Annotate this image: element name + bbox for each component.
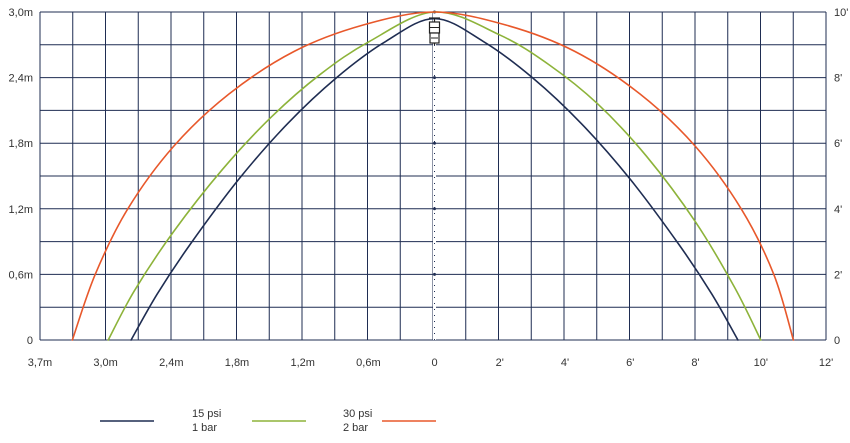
right-y-tick-label: 6'	[834, 138, 842, 150]
legend-label-30psi-line2: 2 bar	[343, 422, 368, 434]
left-y-tick-label: 0	[27, 335, 33, 347]
x-metric-tick-label: 0,6m	[356, 357, 380, 369]
x-metric-tick-label: 3,0m	[93, 357, 117, 369]
x-metric-tick-label: 1,8m	[225, 357, 249, 369]
x-metric-tick-label: 1,2m	[290, 357, 314, 369]
left-y-tick-label: 3,0m	[9, 7, 33, 19]
center-axis-marker	[433, 272, 436, 276]
x-feet-tick-label: 8'	[691, 357, 699, 369]
sprinkler-head-icon	[428, 17, 441, 45]
right-y-tick-label: 8'	[834, 73, 842, 85]
legend-label-15psi-line2: 1 bar	[192, 422, 217, 434]
center-axis-marker	[433, 207, 436, 211]
left-y-tick-label: 1,2m	[9, 204, 33, 216]
x-axis-metric-ticks: 3,7m 3,0m 2,4m 1,8m 1,2m 0,6m	[28, 357, 381, 369]
right-y-tick-label: 2'	[834, 269, 842, 281]
right-y-tick-label: 4'	[834, 204, 842, 216]
right-y-axis-ticks: 0 2' 4' 6' 8' 10'	[834, 7, 848, 347]
legend-label-15psi-line1: 15 psi	[192, 408, 221, 420]
x-feet-tick-label: 2'	[496, 357, 504, 369]
x-metric-tick-label: 3,7m	[28, 357, 52, 369]
center-axis-marker	[433, 76, 436, 80]
x-feet-tick-label: 4'	[561, 357, 569, 369]
right-y-tick-label: 0	[834, 335, 840, 347]
x-axis-center-tick: 0	[431, 357, 437, 369]
center-axis-marker	[433, 141, 436, 145]
legend-label-30psi-line1: 30 psi	[343, 408, 372, 420]
x-metric-tick-label: 2,4m	[159, 357, 183, 369]
x-feet-tick-label: 6'	[626, 357, 634, 369]
x-feet-tick-label: 10'	[754, 357, 768, 369]
x-feet-tick-label: 12'	[819, 357, 833, 369]
left-y-axis-ticks: 0 0,6m 1,2m 1,8m 2,4m 3,0m	[9, 7, 33, 347]
left-y-tick-label: 2,4m	[9, 73, 33, 85]
center-axis	[433, 10, 436, 340]
x-axis-feet-ticks: 2' 4' 6' 8' 10' 12'	[496, 357, 834, 369]
chart-legend: 15 psi 1 bar 30 psi 2 bar	[100, 408, 436, 434]
left-y-tick-label: 0,6m	[9, 269, 33, 281]
left-y-tick-label: 1,8m	[9, 138, 33, 150]
right-y-tick-label: 10'	[834, 7, 848, 19]
series-line-2	[71, 11, 795, 341]
